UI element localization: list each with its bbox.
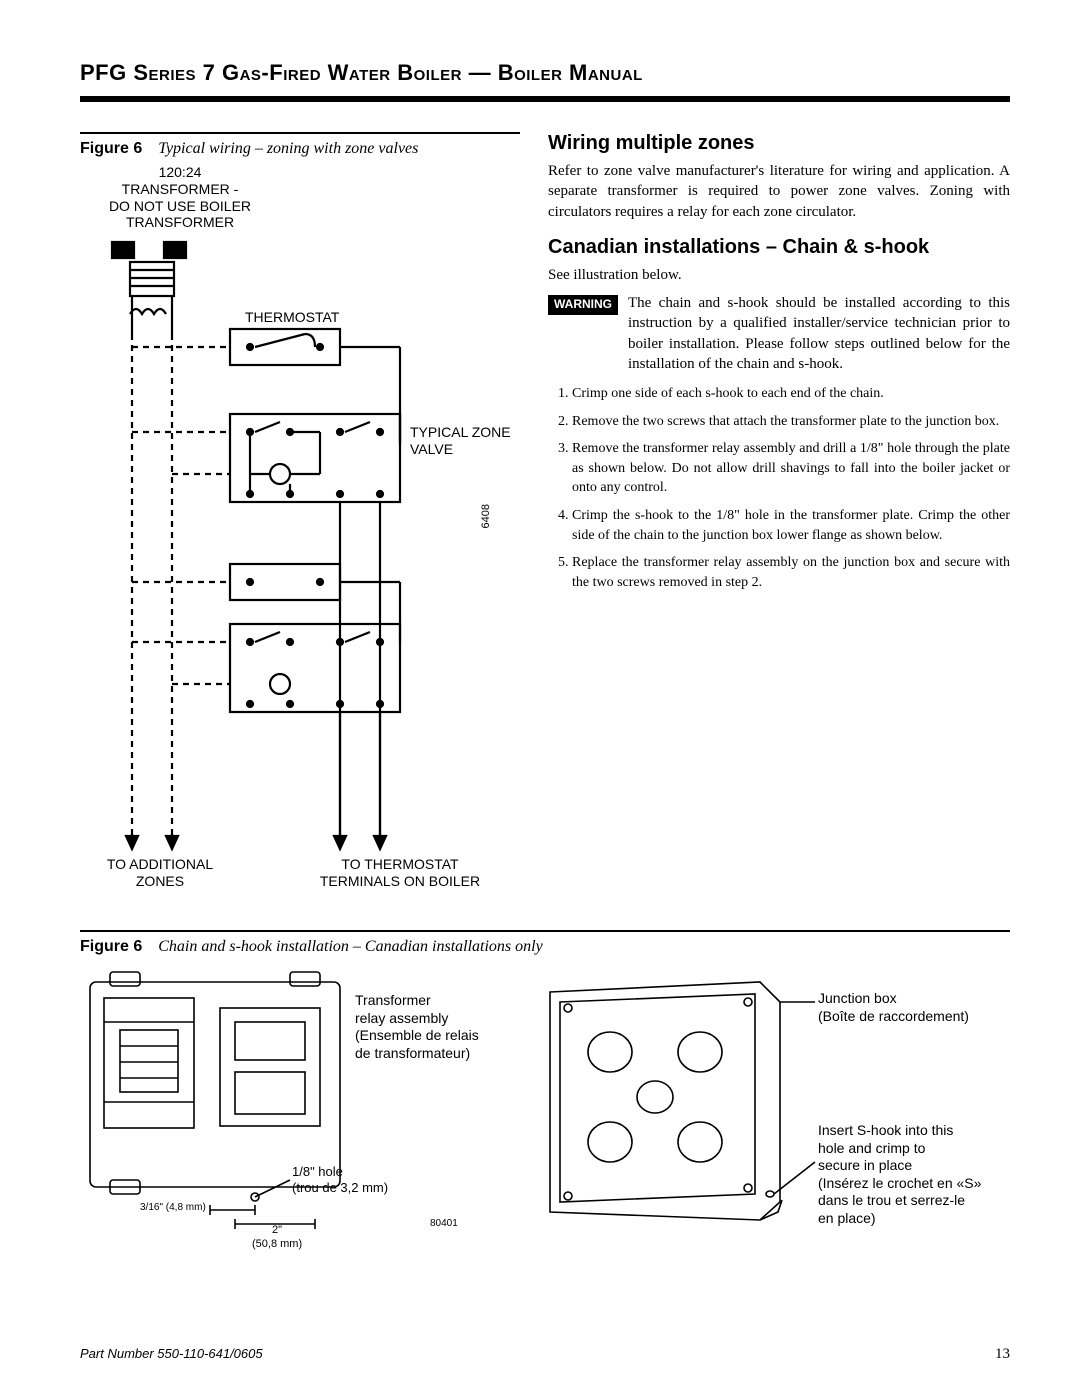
to-additional-label: TO ADDITIONALZONES: [80, 856, 240, 890]
figure-bottom-caption-text: Chain and s-hook installation – Canadian…: [158, 938, 542, 955]
figure-top-rule: [80, 132, 520, 134]
installation-steps: Crimp one side of each s-hook to each en…: [548, 384, 1010, 592]
junction-box-label: Junction box(Boîte de raccordement): [818, 990, 969, 1025]
figure-bottom-rule: [80, 930, 1010, 932]
step-item: Remove the two screws that attach the tr…: [572, 412, 1010, 432]
para-wiring-zones: Refer to zone valve manufacturer's liter…: [548, 161, 1010, 222]
side-code-label: 6408: [480, 504, 493, 528]
wiring-svg: [80, 164, 520, 904]
para-see-illustration: See illustration below.: [548, 265, 1010, 285]
two-column-layout: Figure 6 Typical wiring – zoning with zo…: [80, 132, 1010, 904]
hole-label: 1/8" hole(trou de 3,2 mm): [292, 1164, 388, 1197]
warning-block: WARNING The chain and s-hook should be i…: [548, 293, 1010, 374]
step-item: Remove the transformer relay assembly an…: [572, 439, 1010, 498]
assembly-diagram: Transformerrelay assembly(Ensemble de re…: [80, 962, 510, 1242]
warning-badge: WARNING: [548, 295, 618, 315]
figure-top-caption-text: Typical wiring – zoning with zone valves: [158, 140, 418, 157]
warning-text: The chain and s-hook should be installed…: [628, 293, 1010, 374]
lower-section: Figure 6 Chain and s-hook installation –…: [80, 930, 1010, 1242]
to-thermostat-label: TO THERMOSTATTERMINALS ON BOILER: [290, 856, 510, 890]
assembly-label: Transformerrelay assembly(Ensemble de re…: [355, 992, 479, 1062]
page-header-title: PFG Series 7 Gas-Fired Water Boiler — Bo…: [80, 60, 1010, 86]
left-column: Figure 6 Typical wiring – zoning with zo…: [80, 132, 520, 904]
figure-bottom-caption: Figure 6 Chain and s-hook installation –…: [80, 938, 1010, 956]
step-item: Replace the transformer relay assembly o…: [572, 553, 1010, 592]
page-footer: Part Number 550-110-641/0605 13: [80, 1346, 1010, 1363]
figure-top-label: Figure 6: [80, 140, 142, 157]
dim1-label: 3/16" (4,8 mm): [140, 1202, 206, 1215]
code-label: 80401: [430, 1218, 458, 1231]
part-number: Part Number 550-110-641/0605: [80, 1346, 263, 1363]
page-number: 13: [995, 1346, 1010, 1363]
header-rule: [80, 96, 1010, 102]
right-column: Wiring multiple zones Refer to zone valv…: [548, 132, 1010, 904]
step-item: Crimp the s-hook to the 1/8" hole in the…: [572, 506, 1010, 545]
dim2-label: 2"(50,8 mm): [252, 1224, 302, 1252]
figure-top-caption: Figure 6 Typical wiring – zoning with zo…: [80, 140, 520, 158]
zone-valve-label: TYPICAL ZONEVALVE: [410, 424, 511, 458]
insert-shook-label: Insert S-hook into thishole and crimp to…: [818, 1122, 998, 1227]
lower-diagrams: Transformerrelay assembly(Ensemble de re…: [80, 962, 1010, 1242]
wiring-diagram: 120:24TRANSFORMER -DO NOT USE BOILERTRAN…: [80, 164, 520, 904]
thermostat-label: THERMOSTAT: [245, 309, 339, 326]
step-item: Crimp one side of each s-hook to each en…: [572, 384, 1010, 404]
figure-bottom-label: Figure 6: [80, 938, 142, 955]
junction-diagram: Junction box(Boîte de raccordement) Inse…: [530, 962, 1000, 1242]
heading-canadian: Canadian installations – Chain & s-hook: [548, 236, 1010, 259]
heading-wiring-zones: Wiring multiple zones: [548, 132, 1010, 155]
